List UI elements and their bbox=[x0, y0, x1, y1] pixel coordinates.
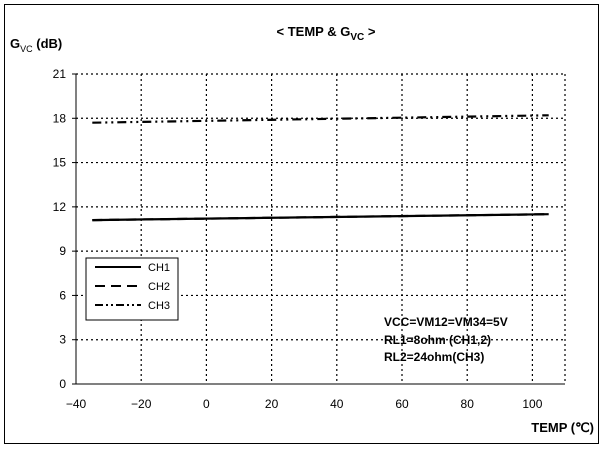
x-tick-label: 40 bbox=[330, 397, 344, 411]
chart-frame bbox=[4, 4, 599, 444]
legend-label-ch1: CH1 bbox=[148, 262, 170, 274]
y-tick-label: 9 bbox=[59, 244, 66, 258]
conditions-annotation: VCC=VM12=VM34=5V RL1=8ohm (CH1,2) RL2=24… bbox=[384, 315, 508, 364]
x-tick-label: 80 bbox=[461, 397, 475, 411]
legend: CH1 CH2 CH3 bbox=[85, 257, 179, 321]
legend-label-ch3: CH3 bbox=[148, 300, 170, 312]
y-tick-label: 15 bbox=[53, 156, 67, 170]
tick-labels: 0 3 6 9 12 15 18 21 −40 −20 0 20 40 60 80 100 bbox=[53, 67, 543, 411]
x-tick-label: 100 bbox=[522, 397, 542, 411]
y-tick-label: 3 bbox=[59, 333, 66, 347]
x-tick-label: 20 bbox=[265, 397, 279, 411]
grid bbox=[75, 73, 566, 385]
x-tick-label: −20 bbox=[131, 397, 152, 411]
series-line-ch3 bbox=[92, 114, 549, 124]
x-tick-label: −40 bbox=[66, 397, 87, 411]
x-tick-label: 0 bbox=[203, 397, 210, 411]
x-axis-label: TEMP (℃) bbox=[531, 420, 594, 435]
chart-title: < TEMP & GVC > bbox=[277, 24, 376, 43]
y-tick-label: 21 bbox=[53, 67, 67, 81]
plot-area bbox=[92, 114, 549, 222]
annotation-line-2: RL1=8ohm (CH1,2) bbox=[384, 333, 491, 347]
y-tick-label: 6 bbox=[59, 288, 66, 302]
series-line-ch2 bbox=[92, 213, 549, 222]
y-tick-label: 18 bbox=[53, 111, 67, 125]
y-axis-label: GVC (dB) bbox=[10, 36, 62, 54]
x-tick-label: 60 bbox=[395, 397, 409, 411]
y-tick-label: 12 bbox=[53, 200, 67, 214]
annotation-line-3: RL2=24ohm(CH3) bbox=[384, 350, 484, 364]
annotation-line-1: VCC=VM12=VM34=5V bbox=[384, 315, 508, 329]
legend-box bbox=[85, 257, 179, 321]
legend-label-ch2: CH2 bbox=[148, 281, 170, 293]
y-tick-label: 0 bbox=[59, 377, 66, 391]
